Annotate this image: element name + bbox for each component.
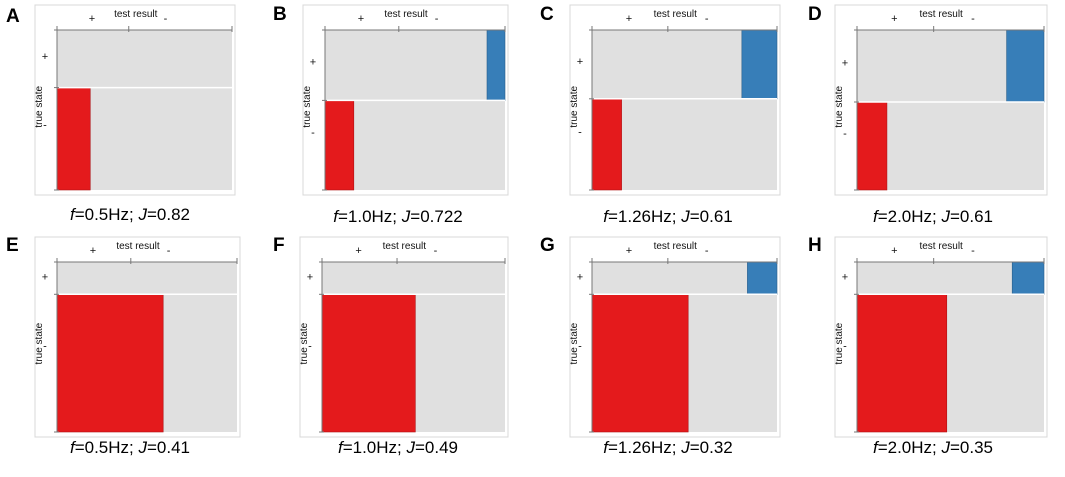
x-category-positive: + [355,245,361,257]
x-axis-title: test result [654,241,698,252]
x-category-positive: + [90,245,96,257]
x-category-negative: - [164,13,168,25]
y-category-positive: + [307,272,313,284]
x-category-positive: + [626,245,632,257]
y-category-negative: - [578,340,582,352]
false-positive-block [486,29,506,101]
x-category-positive: + [626,13,632,25]
false-negative-block [591,293,689,433]
panel-caption: f=1.26Hz; J=0.32 [603,438,733,457]
y-category-negative: - [843,340,847,352]
panel-letter: G [540,235,555,256]
x-category-positive: + [358,13,364,25]
y-category-positive: + [42,272,48,284]
y-axis-title: true state [569,322,580,364]
x-category-negative: - [705,13,709,25]
y-category-positive: + [842,57,848,69]
y-axis-title: true state [34,86,45,128]
y-category-positive: + [310,57,316,69]
false-negative-block [56,293,164,433]
plot-background [325,30,505,190]
y-axis-title: true state [834,86,845,128]
y-axis-title: true state [299,322,310,364]
false-positive-block [1011,261,1045,295]
false-negative-block [324,100,355,191]
y-category-positive: + [42,51,48,63]
x-category-negative: - [705,245,709,257]
x-axis-title: test result [114,9,158,20]
panel-caption: f=1.26Hz; J=0.61 [603,207,733,226]
false-negative-block [321,293,416,433]
panel-caption: f=0.5Hz; J=0.41 [70,438,190,457]
y-category-positive: + [842,272,848,284]
panel-letter: D [808,4,822,25]
y-category-positive: + [577,272,583,284]
panel-caption: f=2.0Hz; J=0.35 [873,438,993,457]
false-negative-block [56,87,91,191]
x-category-negative: - [435,13,439,25]
y-category-negative: - [578,126,582,138]
y-category-negative: - [311,127,315,139]
false-positive-block [741,29,778,100]
x-axis-title: test result [383,241,427,252]
x-category-positive: + [891,13,897,25]
false-positive-block [747,261,778,295]
x-axis-title: test result [919,9,963,20]
panel-letter: B [273,4,287,25]
y-category-negative: - [43,340,47,352]
y-category-negative: - [843,128,847,140]
y-axis-title: true state [34,322,45,364]
false-negative-block [856,293,948,433]
y-category-positive: + [577,56,583,68]
panel-letter: H [808,235,822,256]
false-negative-block [591,98,622,191]
panel-letter: E [6,235,19,256]
y-axis-title: true state [302,86,313,128]
panel-caption: f=2.0Hz; J=0.61 [873,207,993,226]
x-axis-title: test result [919,241,963,252]
x-category-negative: - [971,13,975,25]
x-axis-title: test result [116,241,160,252]
false-negative-block [856,101,888,191]
false-positive-block [1006,29,1045,103]
panel-caption: f=1.0Hz; J=0.49 [338,438,458,457]
panel-caption: f=0.5Hz; J=0.82 [70,205,190,224]
panel-letter: C [540,4,554,25]
x-category-negative: - [434,245,438,257]
panel-letter: A [6,6,20,27]
y-category-negative: - [308,340,312,352]
x-category-positive: + [89,13,95,25]
y-axis-title: true state [834,322,845,364]
x-axis-title: test result [654,9,698,20]
panel-letter: F [273,235,285,256]
x-category-negative: - [167,245,171,257]
y-axis-title: true state [569,86,580,128]
y-category-negative: - [43,120,47,132]
x-axis-title: test result [384,9,428,20]
x-category-negative: - [971,245,975,257]
x-category-positive: + [891,245,897,257]
panel-caption: f=1.0Hz; J=0.722 [333,207,463,226]
